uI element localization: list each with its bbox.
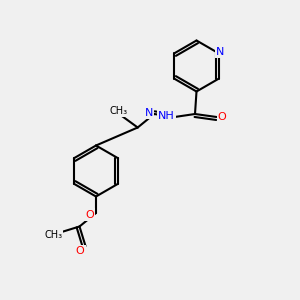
Text: O: O (76, 246, 85, 256)
Text: N: N (145, 108, 153, 118)
Text: O: O (218, 112, 226, 122)
Text: NH: NH (158, 111, 175, 122)
Text: CH₃: CH₃ (110, 106, 128, 116)
Text: CH₃: CH₃ (44, 230, 62, 240)
Text: O: O (85, 209, 94, 220)
Text: N: N (216, 47, 224, 57)
